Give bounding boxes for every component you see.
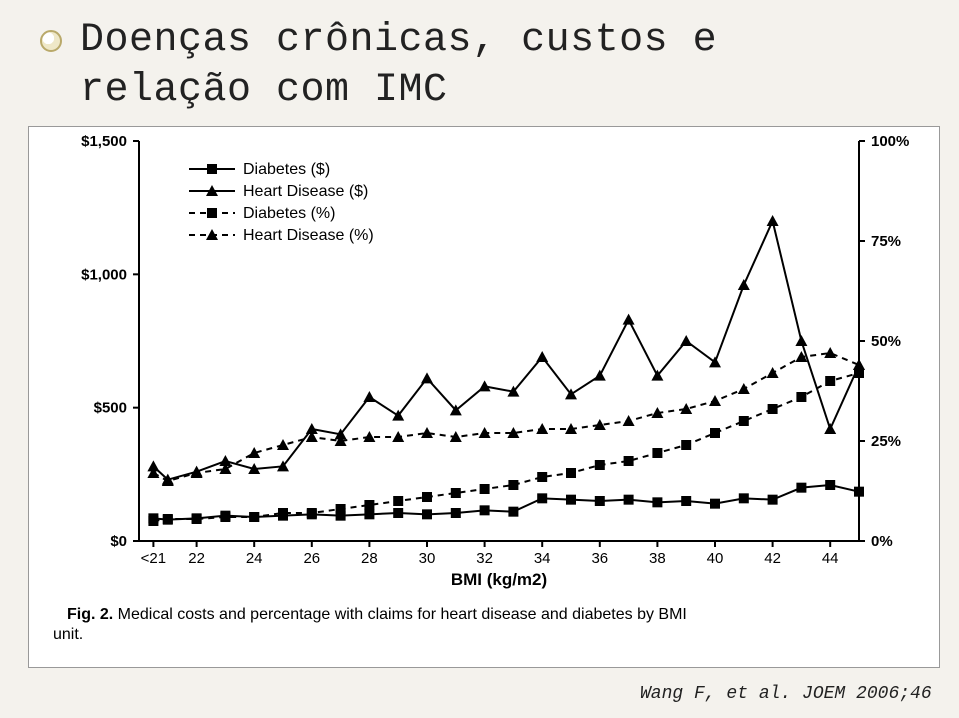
svg-text:$0: $0 (110, 533, 127, 550)
svg-text:Fig. 2. Medical costs and perc: Fig. 2. Medical costs and percentage wit… (67, 606, 687, 623)
title-line1: Doenças crônicas, custos e (80, 18, 717, 63)
slide-title: Doenças crônicas, custos e relação com I… (80, 16, 717, 116)
svg-text:Diabetes (%): Diabetes (%) (243, 205, 335, 222)
svg-text:Diabetes ($): Diabetes ($) (243, 161, 330, 178)
svg-text:75%: 75% (871, 233, 901, 250)
svg-text:28: 28 (361, 550, 378, 567)
svg-text:24: 24 (246, 550, 263, 567)
title-line2: relação com IMC (80, 68, 448, 113)
svg-text:44: 44 (822, 550, 839, 567)
svg-text:Heart Disease ($): Heart Disease ($) (243, 183, 368, 200)
citation: Wang F, et al. JOEM 2006;46 (640, 684, 932, 704)
svg-text:25%: 25% (871, 433, 901, 450)
svg-text:26: 26 (303, 550, 320, 567)
svg-text:38: 38 (649, 550, 666, 567)
svg-text:40: 40 (707, 550, 724, 567)
svg-text:$500: $500 (94, 400, 127, 417)
svg-text:BMI (kg/m2): BMI (kg/m2) (451, 570, 547, 589)
svg-text:unit.: unit. (53, 626, 83, 643)
svg-text:30: 30 (419, 550, 436, 567)
svg-text:50%: 50% (871, 333, 901, 350)
chart-container: $0 $500 $1,000 $1,500 0% 25% 50% 75% 100% <21 22 24… (28, 126, 940, 668)
svg-text:22: 22 (188, 550, 205, 567)
bullet-icon (40, 30, 62, 52)
svg-text:36: 36 (591, 550, 608, 567)
svg-text:32: 32 (476, 550, 493, 567)
svg-text:42: 42 (764, 550, 781, 567)
svg-text:100%: 100% (871, 133, 909, 150)
svg-text:<21: <21 (141, 550, 166, 567)
svg-text:$1,000: $1,000 (81, 266, 127, 283)
svg-text:0%: 0% (871, 533, 893, 550)
svg-text:Heart Disease (%): Heart Disease (%) (243, 227, 374, 244)
svg-text:34: 34 (534, 550, 551, 567)
chart-svg: $0 $500 $1,000 $1,500 0% 25% 50% 75% 100% <21 22 24… (29, 127, 939, 663)
svg-text:$1,500: $1,500 (81, 133, 127, 150)
